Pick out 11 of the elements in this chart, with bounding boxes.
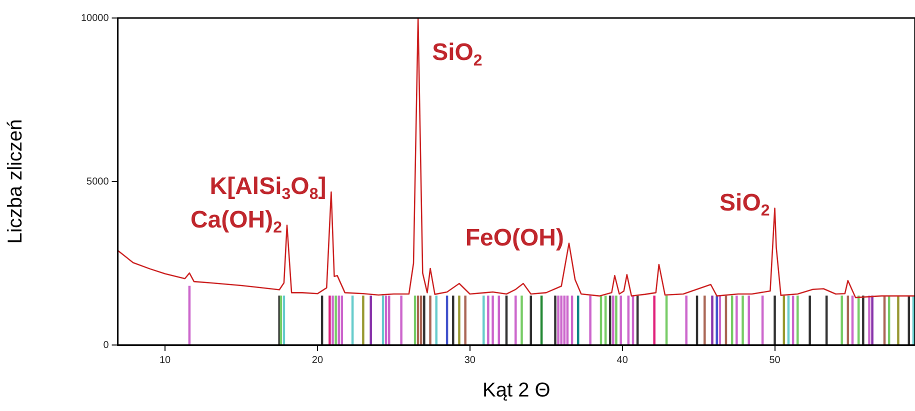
x-tick-label: 30 bbox=[464, 354, 476, 366]
y-tick-label: 5000 bbox=[86, 176, 110, 188]
x-tick-label: 10 bbox=[159, 354, 172, 366]
x-tick-label: 40 bbox=[616, 354, 628, 366]
y-tick-label: 0 bbox=[103, 340, 110, 351]
x-tick-label: 50 bbox=[769, 354, 781, 366]
x-axis-title: Kąt 2 Θ bbox=[482, 380, 550, 402]
y-axis-title: Liczba zliczeń bbox=[4, 119, 27, 244]
y-tick-label: 10000 bbox=[80, 12, 110, 24]
x-tick-label: 20 bbox=[312, 354, 324, 366]
annotation: FeO(OH) bbox=[465, 224, 564, 252]
